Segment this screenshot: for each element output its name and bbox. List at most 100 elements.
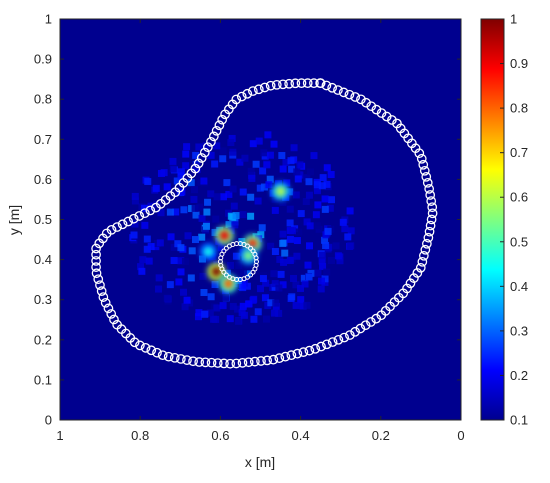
boundary-marker xyxy=(123,216,134,227)
heatmap-cell xyxy=(249,140,257,148)
heatmap-cell xyxy=(290,274,298,282)
heatmap-cell xyxy=(169,157,177,165)
colorbar-tick-label: 0.4 xyxy=(510,279,528,294)
heatmap-cell xyxy=(303,218,311,226)
heatmap-cell xyxy=(295,228,303,236)
boundary-marker xyxy=(106,224,117,235)
y-tick-label: 0.1 xyxy=(34,372,52,387)
boundary-marker xyxy=(256,356,266,366)
boundary-marker xyxy=(381,111,392,122)
boundary-marker xyxy=(231,358,242,369)
boundary-marker xyxy=(280,351,291,362)
heatmap-cell xyxy=(262,315,270,323)
colorbar-tick-label: 1 xyxy=(510,12,517,27)
boundary-marker xyxy=(140,342,151,353)
boundary-marker xyxy=(321,80,332,91)
heatmap-cell xyxy=(139,256,147,264)
heatmap-cell xyxy=(255,137,263,145)
heatmap-background xyxy=(60,19,461,420)
boundary-marker xyxy=(286,350,297,360)
boundary-marker xyxy=(371,104,382,115)
boundary-marker xyxy=(134,211,145,221)
heatmap-cell xyxy=(260,183,268,191)
heatmap-cell xyxy=(211,228,219,236)
x-tick-label: 0.4 xyxy=(292,428,310,443)
colorbar-tick-label: 0.8 xyxy=(510,101,528,116)
boundary-marker xyxy=(214,120,225,131)
heatmap-cell xyxy=(207,151,215,159)
heatmap-cell xyxy=(225,221,233,229)
heatmap-cell xyxy=(279,199,287,207)
boundary-marker xyxy=(253,84,264,95)
hotspot xyxy=(215,226,234,245)
heatmap-cell xyxy=(191,186,199,194)
heatmap-cell xyxy=(306,168,314,176)
boundary-marker xyxy=(338,87,349,98)
heatmap-cell xyxy=(222,293,230,301)
heatmap-cell xyxy=(201,226,209,234)
heatmap-cell xyxy=(247,167,255,175)
heatmap-cell xyxy=(266,175,274,183)
heatmap-cell xyxy=(232,212,240,220)
heatmap-cell xyxy=(323,180,331,188)
heatmap-cell xyxy=(211,281,219,289)
boundary-marker xyxy=(237,358,248,368)
heatmap-cell xyxy=(327,171,335,179)
heatmap-cell xyxy=(318,182,326,190)
boundary-marker xyxy=(316,341,326,352)
heatmap-cell xyxy=(163,183,171,191)
boundary-marker xyxy=(182,355,192,365)
boundary-marker xyxy=(421,171,432,182)
heatmap-cell xyxy=(278,152,286,160)
heatmap-cell xyxy=(145,257,153,265)
heatmap-cell xyxy=(297,296,305,304)
y-tick-label: 0.2 xyxy=(34,332,52,347)
heatmap-cell xyxy=(280,258,288,266)
heatmap-cell xyxy=(305,178,313,186)
heatmap-cell xyxy=(152,184,160,192)
heatmap-cell xyxy=(143,235,151,243)
heatmap-cell xyxy=(173,177,181,185)
boundary-marker xyxy=(242,88,253,99)
heatmap-cell xyxy=(156,239,164,247)
boundary-marker xyxy=(420,244,431,255)
heatmap-cell xyxy=(315,225,323,233)
heatmap-cell xyxy=(267,299,275,307)
heatmap-cell xyxy=(170,256,178,264)
boundary-marker xyxy=(361,97,371,108)
heatmap-cell xyxy=(346,207,354,215)
heatmap-cell xyxy=(299,302,307,310)
x-axis-label: x [m] xyxy=(245,454,275,470)
boundary-marker xyxy=(268,354,279,365)
heatmap-cell xyxy=(177,172,185,180)
boundary-marker xyxy=(91,249,101,260)
heatmap-cell xyxy=(192,211,200,219)
boundary-marker xyxy=(356,94,366,105)
heatmap-cell xyxy=(319,174,327,182)
heatmap-cell xyxy=(292,301,300,309)
boundary-marker xyxy=(425,220,436,231)
boundary-marker xyxy=(271,79,282,90)
heatmap-cell xyxy=(324,227,332,235)
heatmap-cell xyxy=(192,151,200,159)
heatmap-cell xyxy=(252,160,260,168)
heatmap-cell xyxy=(288,165,296,173)
heatmap-cell xyxy=(275,309,283,317)
heatmap-cell xyxy=(239,302,247,310)
heatmap-cell xyxy=(282,159,290,167)
heatmap-cell xyxy=(321,195,329,203)
heatmap-cell xyxy=(286,257,294,265)
heatmap-cell xyxy=(314,269,322,277)
heatmap-cell xyxy=(326,204,334,212)
heatmap-cell xyxy=(178,188,186,196)
heatmap-cell xyxy=(245,300,253,308)
heatmap-cell xyxy=(213,142,221,150)
heatmap-cell xyxy=(323,268,331,276)
target-marker xyxy=(221,248,227,254)
heatmap-cell xyxy=(276,255,284,263)
heatmap-cell xyxy=(250,295,258,303)
heatmap-cell xyxy=(277,270,285,278)
heatmap-cell xyxy=(198,214,206,222)
heatmap-cell xyxy=(286,188,294,196)
